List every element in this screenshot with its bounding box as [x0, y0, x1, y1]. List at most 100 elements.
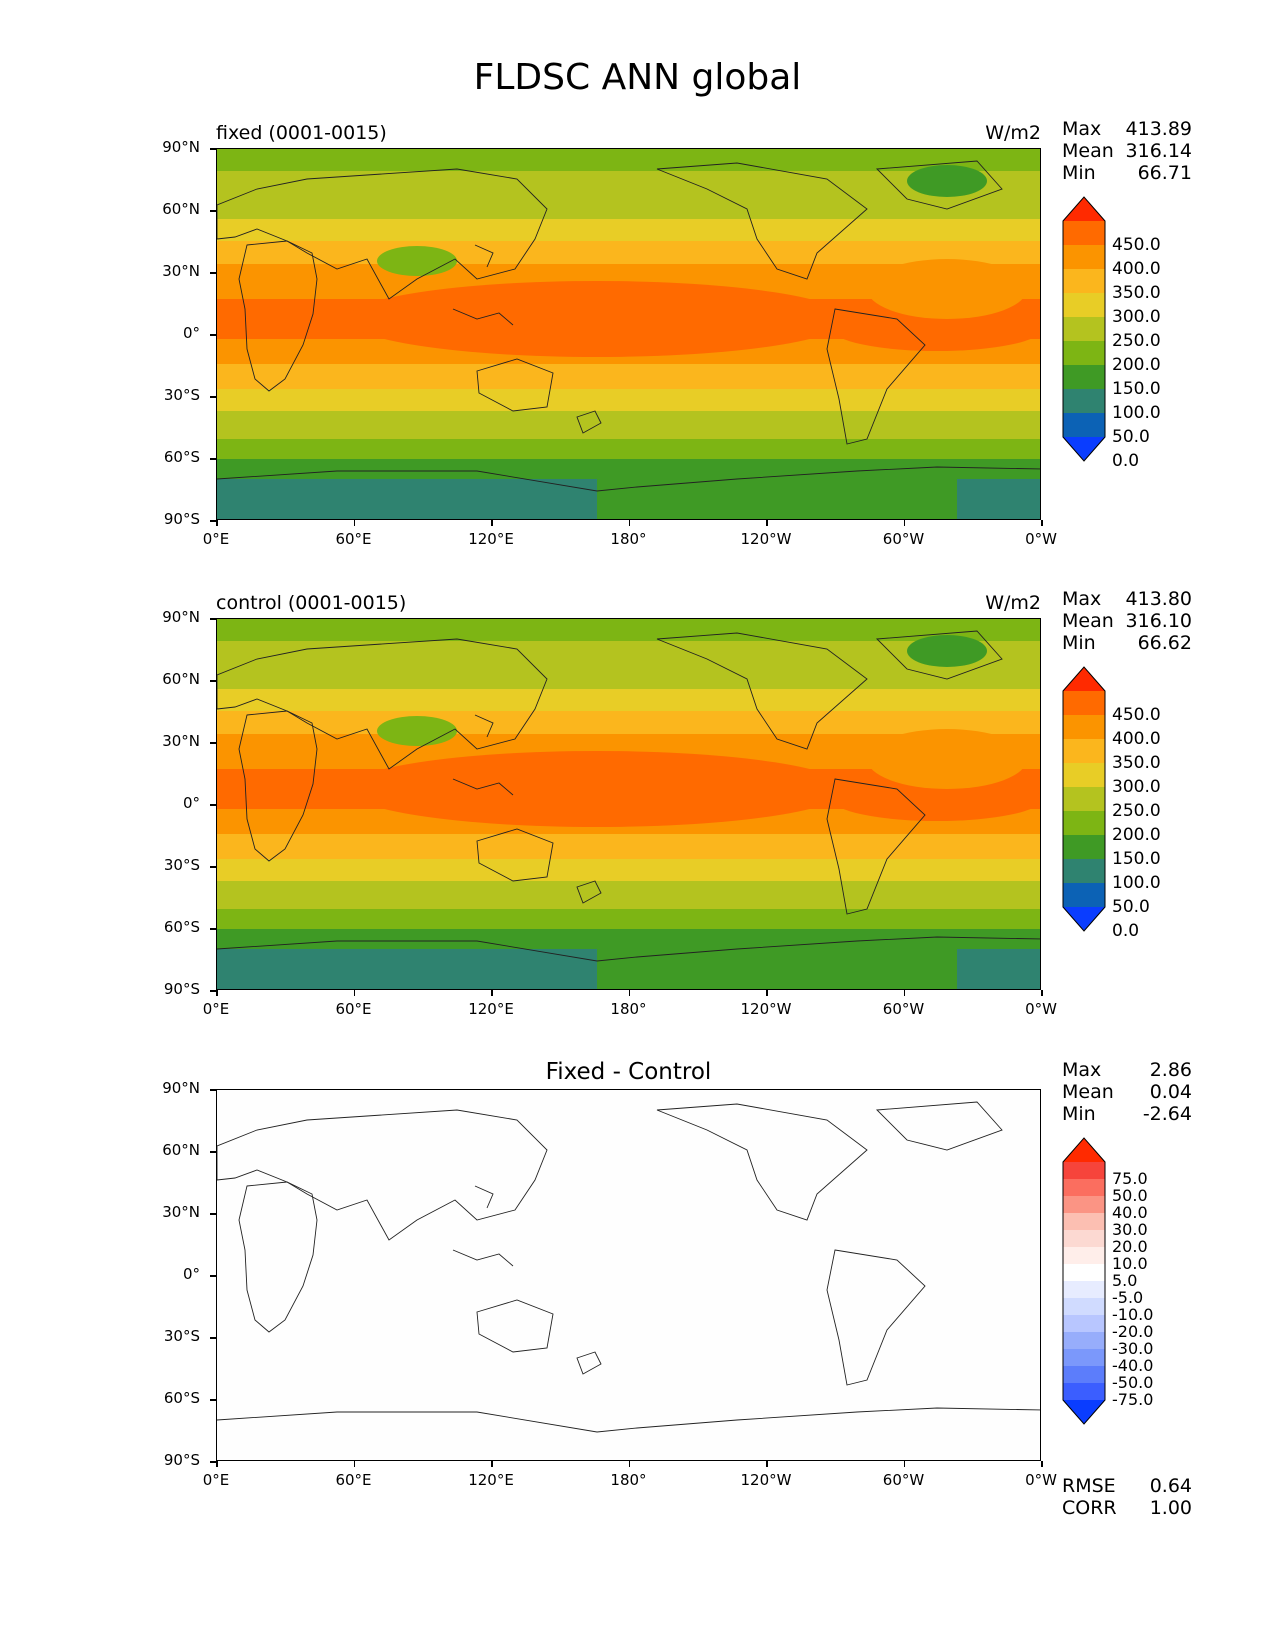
y-tick: [210, 210, 216, 212]
field-patch: [832, 307, 1040, 351]
colorbar-label: 300.0: [1112, 307, 1161, 327]
x-tick: [216, 1461, 218, 1467]
coastline: [452, 778, 514, 796]
figure-title: FLDSC ANN global: [473, 57, 802, 98]
colorbar-swatch: [1063, 1230, 1105, 1247]
x-tick-label: 120°E: [468, 530, 514, 548]
stat-label: RMSE: [1062, 1475, 1116, 1497]
coastline: [476, 358, 554, 412]
stat-max: 413.89: [1125, 118, 1192, 140]
field-band: [217, 881, 1040, 910]
panel-title: Fixed - Control: [545, 1059, 712, 1085]
y-tick-label: 60°S: [163, 918, 200, 936]
colorbar-label: 400.0: [1112, 259, 1161, 279]
field-patch: [867, 729, 1027, 789]
coastline: [452, 1249, 514, 1267]
colorbar-swatch: [1063, 787, 1105, 811]
colorbar-swatch: [1063, 691, 1105, 715]
y-tick: [210, 1461, 216, 1463]
colorbar-swatch: [1063, 1298, 1105, 1315]
stat-mean: 0.04: [1149, 1081, 1192, 1103]
colorbar-swatch: [1063, 245, 1105, 269]
coastline: [656, 632, 868, 750]
colorbar-swatch: [1063, 883, 1105, 907]
colorbar-swatch: [1063, 221, 1105, 245]
coastline: [238, 1181, 318, 1333]
x-tick-label: 120°E: [468, 1471, 514, 1489]
colorbar-label: 250.0: [1112, 801, 1161, 821]
colorbar-label: 150.0: [1112, 849, 1161, 869]
x-tick: [216, 990, 218, 996]
y-tick: [210, 928, 216, 930]
x-tick-label: 120°E: [468, 1000, 514, 1018]
stat-label: Max: [1062, 1059, 1102, 1081]
coastline: [656, 1103, 868, 1221]
colorbar-label: 75.0: [1112, 1169, 1148, 1188]
y-tick: [210, 742, 216, 744]
colorbar-label: 10.0: [1112, 1254, 1148, 1273]
y-tick-label: 0°: [182, 1265, 200, 1283]
field-band: [217, 149, 1040, 172]
stat-label: Min: [1062, 632, 1096, 654]
y-tick-label: 90°S: [163, 510, 200, 528]
coastline: [474, 1185, 494, 1209]
y-tick-label: 90°S: [163, 1451, 200, 1469]
colorbar-label: 450.0: [1112, 235, 1161, 255]
colorbar-label: -40.0: [1112, 1356, 1154, 1375]
y-tick-label: 90°N: [162, 608, 200, 626]
colorbar-swatch: [1063, 859, 1105, 883]
x-tick-label: 60°W: [882, 1000, 925, 1018]
coastline: [217, 466, 1040, 492]
stats-box: Max 413.80 Mean 316.10 Min 66.62: [1062, 588, 1192, 654]
x-tick: [216, 520, 218, 526]
coastline: [238, 710, 318, 862]
x-tick-label: 180°: [610, 1000, 647, 1018]
colorbar-swatch: [1063, 389, 1105, 413]
x-tick-label: 60°E: [335, 1000, 372, 1018]
field-band: [217, 929, 1040, 950]
field-band: [217, 689, 1040, 712]
field-patch: [907, 165, 987, 197]
stat-label: CORR: [1062, 1497, 1117, 1519]
coastline: [452, 308, 514, 326]
colorbar-label: 350.0: [1112, 283, 1161, 303]
field-band: [217, 859, 1040, 882]
colorbar-label: 450.0: [1112, 705, 1161, 725]
x-tick-label: 180°: [610, 1471, 647, 1489]
rmse-value: 0.64: [1149, 1475, 1192, 1497]
x-tick-label: 60°W: [882, 1471, 925, 1489]
stat-label: Mean: [1062, 1081, 1114, 1103]
colorbar-label: 100.0: [1112, 873, 1161, 893]
colorbar-label: 250.0: [1112, 331, 1161, 351]
coastline: [474, 244, 494, 268]
colorbar-swatch: [1063, 1179, 1105, 1196]
stat-label: Max: [1062, 118, 1102, 140]
x-tick-label: 0°W: [1025, 530, 1057, 548]
x-tick: [628, 1461, 630, 1467]
colorbar-extend-bottom: [1063, 907, 1105, 931]
y-tick: [210, 1275, 216, 1277]
colorbar-swatch: [1063, 1281, 1105, 1298]
stat-mean: 316.14: [1125, 140, 1192, 162]
field-patch: [347, 281, 847, 357]
y-tick: [210, 334, 216, 336]
x-tick: [491, 520, 493, 526]
y-tick: [210, 680, 216, 682]
colorbar-extend-bottom: [1063, 437, 1105, 461]
coastline: [474, 714, 494, 738]
coastline: [875, 160, 1003, 210]
colorbar-swatch: [1063, 1349, 1105, 1366]
y-tick-label: 0°: [182, 324, 200, 342]
colorbar-outline: [1062, 1137, 1106, 1425]
y-tick: [210, 866, 216, 868]
x-tick-label: 120°W: [740, 1000, 792, 1018]
coastline: [217, 168, 548, 300]
colorbar-label: 300.0: [1112, 777, 1161, 797]
colorbar-swatch: [1063, 1383, 1105, 1400]
stat-min: -2.64: [1142, 1103, 1192, 1125]
x-tick-label: 60°E: [335, 530, 372, 548]
coastline: [826, 1249, 926, 1386]
colorbar-label: 0.0: [1112, 921, 1140, 941]
colorbar-swatch: [1063, 1162, 1105, 1179]
colorbar-label: -5.0: [1112, 1288, 1144, 1307]
